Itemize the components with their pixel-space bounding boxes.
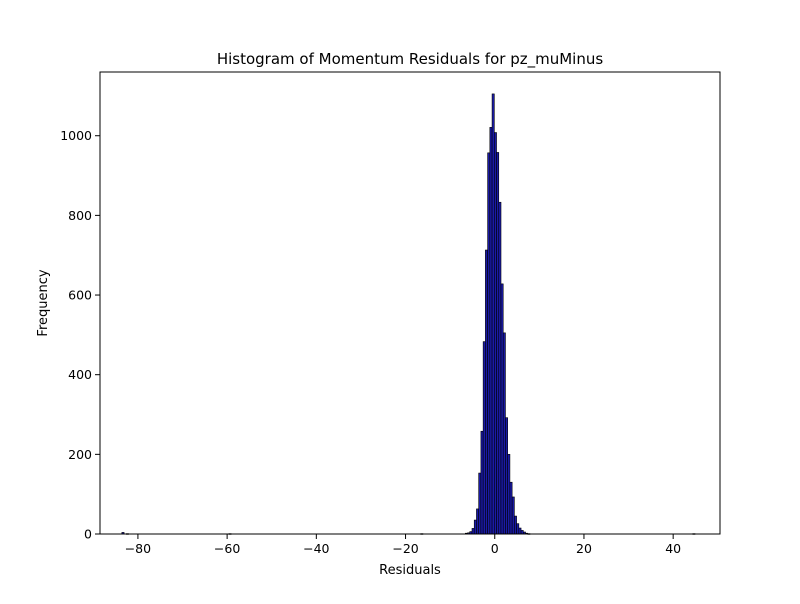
histogram-bar: [489, 127, 493, 535]
histogram-bar: [507, 454, 511, 535]
histogram-bar: [498, 201, 502, 535]
histogram-bar: [500, 283, 504, 535]
x-tick-label: −20: [392, 541, 418, 556]
histogram-bar: [480, 430, 484, 535]
histogram-bar: [505, 417, 508, 535]
y-tick-label: 1000: [60, 128, 92, 143]
histogram-bar: [491, 93, 495, 535]
histogram-bar: [496, 152, 500, 535]
histogram-bar: [476, 508, 479, 535]
histogram-bar: [518, 527, 522, 535]
x-tick-label: −80: [125, 541, 151, 556]
x-tick-label: 20: [576, 541, 592, 556]
histogram-bar: [516, 523, 520, 535]
y-tick-label: 600: [68, 288, 92, 303]
histogram-bar: [502, 332, 506, 535]
histogram-bar: [478, 472, 482, 535]
histogram-bar: [493, 132, 497, 535]
y-tick-label: 200: [68, 447, 92, 462]
x-axis-label: Residuals: [379, 563, 441, 578]
x-tick-label: −60: [214, 541, 240, 556]
y-axis-label: Frequency: [36, 269, 51, 336]
histogram-bar: [509, 481, 513, 535]
y-tick-label: 0: [84, 527, 92, 542]
x-tick-label: −40: [303, 541, 329, 556]
histogram-bar: [482, 341, 486, 535]
histogram-bar: [511, 496, 515, 535]
plot-frame: [99, 71, 721, 535]
histogram-bar: [520, 530, 524, 535]
x-axis-ticks: −80 −60 −40 −20 0 20 40: [125, 534, 681, 556]
histogram-bar: [487, 152, 491, 535]
chart-title: Histogram of Momentum Residuals for pz_m…: [217, 50, 604, 69]
histogram-bar: [471, 528, 475, 535]
histogram-bar: [473, 519, 477, 535]
x-tick-label: 40: [665, 541, 681, 556]
histogram-bar: [514, 515, 517, 535]
bars-group: [121, 93, 696, 535]
histogram-bar: [485, 249, 488, 535]
y-tick-label: 400: [68, 367, 92, 382]
y-axis-ticks: 0 200 400 600 800 1000: [60, 128, 100, 542]
y-tick-label: 800: [68, 208, 92, 223]
x-tick-label: 0: [491, 541, 499, 556]
